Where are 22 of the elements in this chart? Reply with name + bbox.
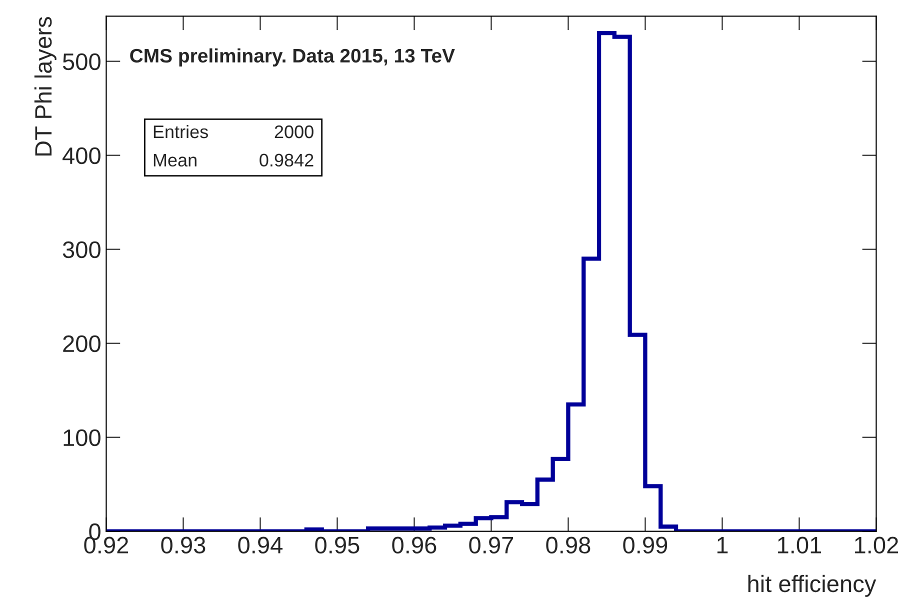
annotation: Mean: [154, 154, 196, 167]
x-tick-label: 1.02: [855, 536, 898, 554]
x-tick-label: 0.99: [623, 536, 668, 554]
x-tick-label: 0.95: [315, 536, 360, 554]
y-tick-label: 300: [62, 241, 100, 258]
x-axis-title: hit efficiency: [748, 574, 876, 597]
x-tick-label: 0.94: [238, 536, 283, 554]
annotation: CMS preliminary. Data 2015, 13 TeV: [130, 48, 455, 66]
x-tick-label: 1: [717, 537, 728, 554]
x-tick-label: 1.01: [778, 536, 822, 554]
x-tick-label: 0.93: [161, 536, 206, 554]
y-tick-label: 200: [63, 335, 100, 352]
annotation: 0.9842: [260, 154, 314, 167]
annotation: 2000: [274, 125, 314, 138]
y-axis-title: DT Phi layers: [34, 17, 56, 156]
y-tick-label: 100: [64, 429, 100, 446]
x-tick-label: 0.97: [469, 536, 514, 554]
x-tick-label: 0.98: [546, 536, 590, 554]
x-tick-label: 0.96: [392, 536, 436, 554]
y-tick-label: 400: [62, 147, 100, 164]
annotation: Entries: [154, 124, 208, 138]
y-tick-label: 500: [62, 53, 100, 70]
